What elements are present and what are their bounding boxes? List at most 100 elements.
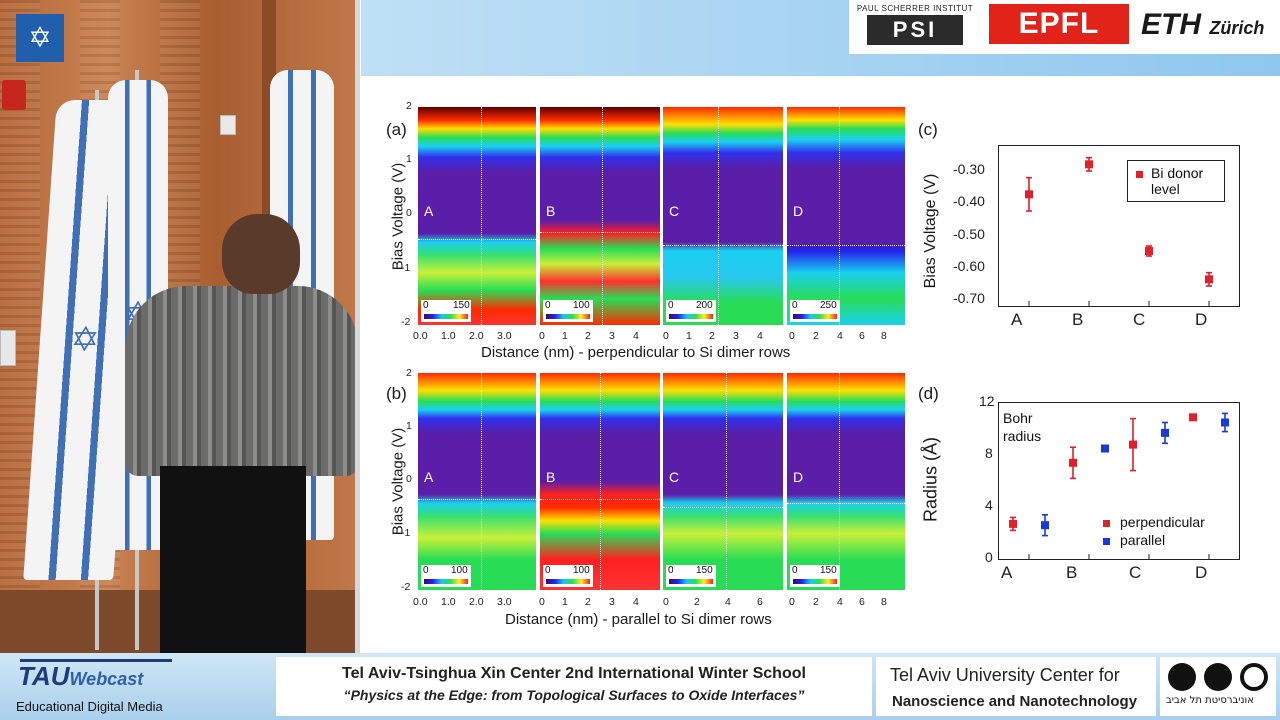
colorbar-min: 0 xyxy=(668,300,674,311)
panel-a-x-tick: 0 xyxy=(789,330,795,342)
panel-d-x-tick: B xyxy=(1066,563,1078,582)
legend-label: level xyxy=(1151,181,1180,197)
panel-c-y-tick: -0.60 xyxy=(953,258,985,274)
eth-logo-mark: ETH xyxy=(1141,8,1201,41)
colorbar-gradient xyxy=(424,314,468,319)
data-point xyxy=(1189,413,1197,422)
colorbar-max: 200 xyxy=(696,300,713,311)
panel-c-plot-area: Bi donor level xyxy=(998,145,1240,307)
tau-university-logo: אוניברסיטת תל אביב xyxy=(1160,657,1276,716)
colorbar: 0 200 xyxy=(666,300,716,322)
panel-b-x-tick: 0 xyxy=(539,596,545,608)
tau-webcast-logo: TAUWebcast Educational Digital Media xyxy=(0,653,272,720)
panel-b-y-tick: 2 xyxy=(406,367,412,379)
panel-a-x-tick: 2 xyxy=(813,330,819,342)
colorbar: 0 150 xyxy=(790,565,840,587)
center-name-line2: Nanoscience and Nanotechnology xyxy=(892,693,1138,710)
panel-a-x-tick: 4 xyxy=(837,330,843,342)
colorbar-max: 150 xyxy=(696,565,713,576)
panel-b-x-tick: 1.0 xyxy=(441,596,456,608)
panel-a-y-tick: 1 xyxy=(406,153,412,165)
wall-switch xyxy=(220,115,236,135)
panel-d-x-tick: C xyxy=(1129,563,1142,582)
map-label: A xyxy=(424,203,434,219)
panel-a-y-tick: 0 xyxy=(406,207,412,219)
colorbar-max: 100 xyxy=(573,300,590,311)
colorbar: 0 100 xyxy=(543,565,593,587)
speaker-legs xyxy=(160,466,306,653)
panel-d-y-tick: 12 xyxy=(979,393,995,409)
institution-logos: PAUL SCHERRER INSTITUT PSI EPFL ETH Züri… xyxy=(849,0,1280,54)
map-marker-line xyxy=(726,373,727,590)
panel-a-x-tick: 3.0 xyxy=(497,330,512,342)
panel-b-x-tick: 2 xyxy=(813,596,819,608)
map-marker-line xyxy=(481,107,482,325)
map-marker-line xyxy=(787,503,905,504)
panel-a-x-axis-title: Distance (nm) - perpendicular to Si dime… xyxy=(481,344,791,361)
legend-label: perpendicular xyxy=(1120,514,1205,530)
colorbar: 0 150 xyxy=(421,300,471,322)
panel-d-y-tick: 0 xyxy=(985,549,993,565)
map-marker-line xyxy=(787,245,905,246)
logo-circle-icon xyxy=(1168,663,1196,691)
panel-d-legend: perpendicular parallel xyxy=(1103,513,1205,549)
panel-b-x-tick: 0.0 xyxy=(413,596,428,608)
panel-b-label: (b) xyxy=(386,384,407,403)
colorbar-min: 0 xyxy=(792,565,798,576)
colorbar-max: 100 xyxy=(573,565,590,576)
legend-marker-red xyxy=(1136,170,1143,178)
annotation-line: Bohr xyxy=(1003,410,1033,426)
panel-d-svg xyxy=(1009,412,1229,559)
logo-circle-icon xyxy=(1240,663,1268,691)
panel-d-plot-area: Bohr radius perpendicular parallel xyxy=(998,402,1240,560)
map-a-parallel: A 0 100 xyxy=(418,373,536,590)
map-c-parallel: C 0 150 xyxy=(663,373,783,590)
eth-logo: ETH Zürich xyxy=(1141,8,1264,42)
panel-a-x-tick: 2 xyxy=(585,330,591,342)
legend-label: Bi donor xyxy=(1151,165,1204,181)
panel-a-x-tick: 3 xyxy=(733,330,739,342)
fire-alarm xyxy=(2,80,26,110)
map-marker-line xyxy=(718,107,719,325)
panel-a-y-tick: 2 xyxy=(406,100,412,112)
colorbar: 0 250 xyxy=(790,300,840,322)
map-marker-line xyxy=(602,107,603,325)
map-marker-line xyxy=(663,507,783,508)
map-label: B xyxy=(546,203,556,219)
map-marker-line xyxy=(418,499,536,500)
tau-emblem-icon: ✡ xyxy=(16,14,64,62)
data-point xyxy=(1085,160,1093,169)
data-point xyxy=(1161,428,1169,437)
panel-a-x-tick: 0 xyxy=(539,330,545,342)
panel-d-y-tick: 4 xyxy=(985,497,993,513)
colorbar-min: 0 xyxy=(423,565,429,576)
panel-c-legend: Bi donor level xyxy=(1127,160,1225,202)
data-point xyxy=(1145,247,1153,255)
panel-b-x-tick: 4 xyxy=(837,596,843,608)
panel-c-x-tick: B xyxy=(1072,310,1084,329)
panel-a-x-tick: 1.0 xyxy=(441,330,456,342)
logo-circle-icon xyxy=(1204,663,1232,691)
speaker-torso xyxy=(126,286,358,476)
panel-c-svg xyxy=(1025,156,1213,306)
colorbar: 0 150 xyxy=(666,565,716,587)
panel-a-x-tick: 0.0 xyxy=(413,330,428,342)
map-d-perpendicular: D 0 250 xyxy=(787,107,905,325)
colorbar: 0 100 xyxy=(421,565,471,587)
colorbar: 0 100 xyxy=(543,300,593,322)
panel-a-x-tick: 4 xyxy=(757,330,763,342)
webcast-footer: TAUWebcast Educational Digital Media Tel… xyxy=(0,653,1280,720)
panel-b-y-tick: -1 xyxy=(401,527,411,539)
panel-b-x-tick: 0 xyxy=(663,596,669,608)
panel-a-x-tick: 1 xyxy=(686,330,692,342)
panel-b-x-tick: 4 xyxy=(725,596,731,608)
map-c-perpendicular: C 0 200 xyxy=(663,107,783,325)
map-marker-line xyxy=(481,373,482,590)
colorbar-max: 100 xyxy=(451,565,468,576)
event-subtitle: “Physics at the Edge: from Topological S… xyxy=(343,687,805,703)
panel-c-y-tick: -0.30 xyxy=(953,161,985,177)
wall-switch xyxy=(0,330,16,366)
data-point xyxy=(1221,418,1229,427)
colorbar-gradient xyxy=(793,314,837,319)
panel-a-x-tick: 6 xyxy=(859,330,865,342)
